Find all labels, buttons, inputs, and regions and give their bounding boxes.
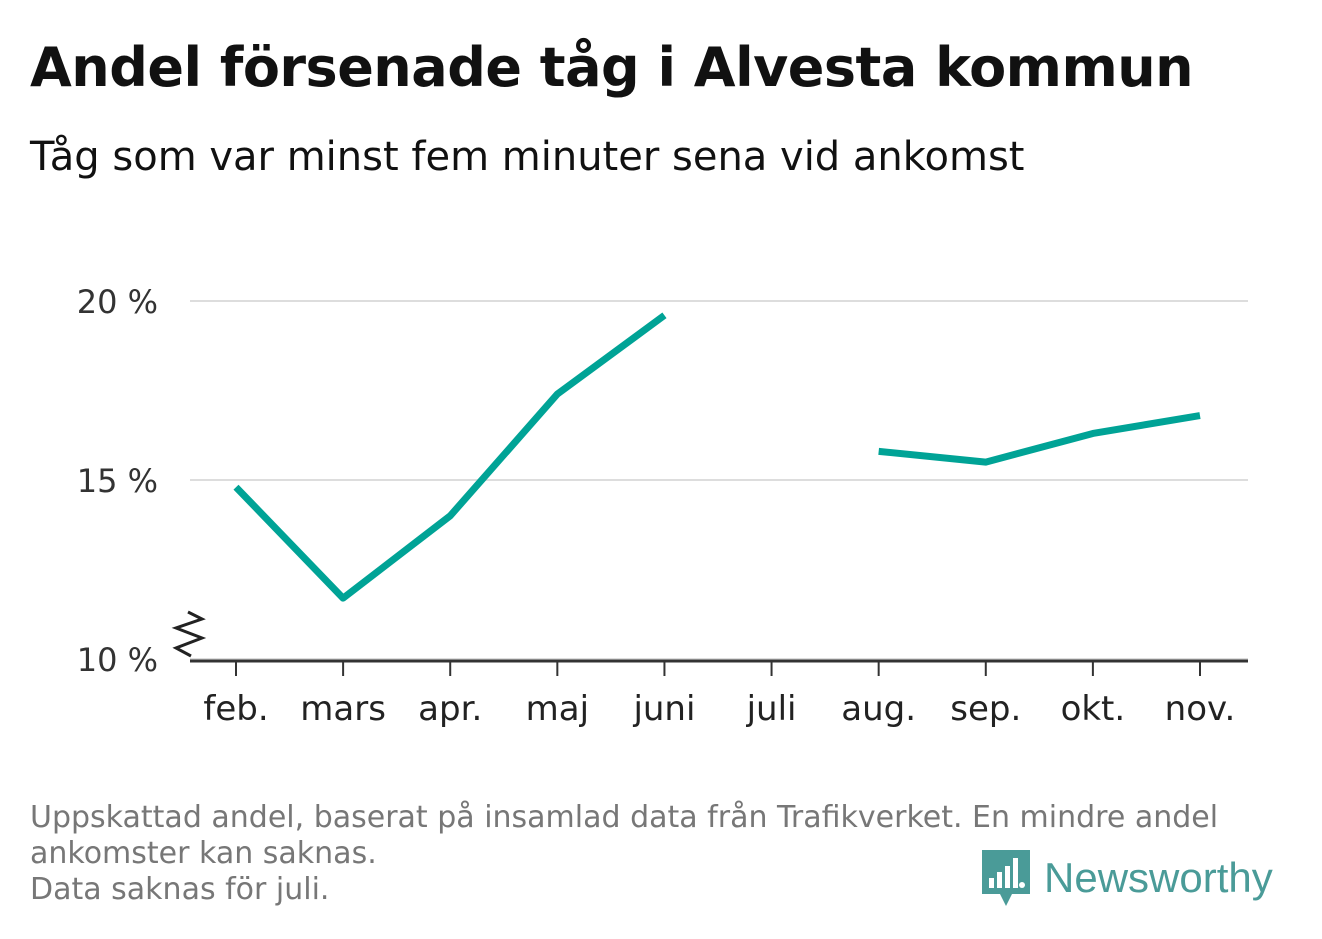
y-tick-label: 10 %	[77, 641, 158, 679]
x-tick-label: feb.	[203, 689, 268, 729]
x-tick-label: aug.	[841, 689, 916, 729]
x-tick-label: sep.	[950, 689, 1021, 729]
brand-name: Newsworthy	[1044, 854, 1273, 901]
chart-title: Andel försenade tåg i Alvesta kommun	[30, 36, 1194, 99]
newsworthy-logo-icon	[982, 850, 1030, 906]
chart-subtitle: Tåg som var minst fem minuter sena vid a…	[30, 134, 1025, 180]
x-tick-label: maj	[526, 689, 589, 729]
x-tick-label: okt.	[1061, 689, 1126, 729]
x-tick-label: juli	[746, 689, 797, 729]
footer-note-line-1: Uppskattad andel, baserat på insamlad da…	[30, 800, 1219, 835]
footer-note-line-3: Data saknas för juli.	[30, 872, 330, 907]
x-tick-label: mars	[300, 689, 386, 729]
y-tick-label: 15 %	[77, 462, 158, 500]
footer-note-line-2: ankomster kan saknas.	[30, 836, 377, 871]
line-chart: 10 % 15 % 20 % feb. mars apr. maj juni juli aug. s…	[77, 283, 1248, 729]
x-tick-label: apr.	[418, 689, 482, 729]
brand: Newsworthy	[980, 848, 1273, 908]
y-tick-label: 20 %	[77, 283, 158, 321]
series-line	[878, 412, 1201, 466]
footer-note: Uppskattad andel, baserat på insamlad da…	[30, 800, 1290, 908]
series-line	[233, 312, 667, 602]
axis-break-icon	[171, 610, 207, 658]
x-tick-label: nov.	[1165, 689, 1236, 729]
x-tick-label: juni	[632, 689, 695, 729]
